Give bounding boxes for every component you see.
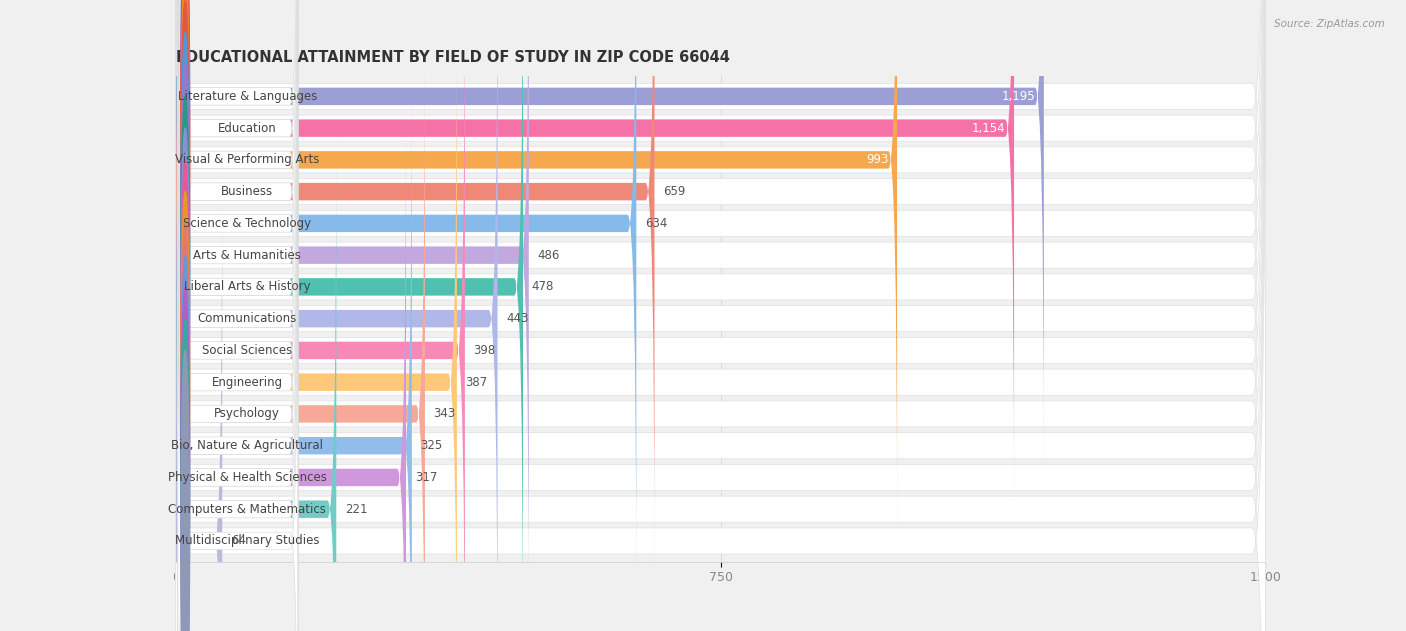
Text: Social Sciences: Social Sciences xyxy=(202,344,292,357)
FancyBboxPatch shape xyxy=(179,0,298,469)
Text: 317: 317 xyxy=(415,471,437,484)
FancyBboxPatch shape xyxy=(176,0,637,596)
Text: Education: Education xyxy=(218,122,277,134)
FancyBboxPatch shape xyxy=(176,0,897,532)
Circle shape xyxy=(181,160,190,541)
FancyBboxPatch shape xyxy=(176,168,222,631)
FancyBboxPatch shape xyxy=(176,0,1265,631)
Text: EDUCATIONAL ATTAINMENT BY FIELD OF STUDY IN ZIP CODE 66044: EDUCATIONAL ATTAINMENT BY FIELD OF STUDY… xyxy=(176,50,730,65)
FancyBboxPatch shape xyxy=(176,0,465,631)
FancyBboxPatch shape xyxy=(179,42,298,631)
FancyBboxPatch shape xyxy=(176,0,1265,631)
FancyBboxPatch shape xyxy=(176,0,1265,631)
Text: Liberal Arts & History: Liberal Arts & History xyxy=(184,280,311,293)
Circle shape xyxy=(181,0,190,319)
FancyBboxPatch shape xyxy=(176,0,1265,631)
FancyBboxPatch shape xyxy=(179,168,298,631)
FancyBboxPatch shape xyxy=(179,0,298,532)
Text: Computers & Mathematics: Computers & Mathematics xyxy=(169,503,326,516)
FancyBboxPatch shape xyxy=(179,0,298,631)
Text: 659: 659 xyxy=(664,185,686,198)
Circle shape xyxy=(181,192,190,573)
FancyBboxPatch shape xyxy=(176,10,457,631)
Text: 64: 64 xyxy=(231,534,246,548)
FancyBboxPatch shape xyxy=(179,137,298,631)
Text: Communications: Communications xyxy=(198,312,297,325)
FancyBboxPatch shape xyxy=(176,0,1265,631)
Circle shape xyxy=(181,0,190,350)
Text: 478: 478 xyxy=(531,280,554,293)
Text: 398: 398 xyxy=(474,344,496,357)
Circle shape xyxy=(181,0,190,287)
Circle shape xyxy=(181,319,190,631)
FancyBboxPatch shape xyxy=(176,105,406,631)
FancyBboxPatch shape xyxy=(176,0,1265,631)
FancyBboxPatch shape xyxy=(176,0,1265,631)
FancyBboxPatch shape xyxy=(179,0,298,627)
Circle shape xyxy=(181,1,190,382)
Text: Literature & Languages: Literature & Languages xyxy=(177,90,316,103)
Circle shape xyxy=(181,33,190,414)
FancyBboxPatch shape xyxy=(176,0,529,627)
Text: Arts & Humanities: Arts & Humanities xyxy=(194,249,301,262)
FancyBboxPatch shape xyxy=(176,0,1043,469)
Text: 1,195: 1,195 xyxy=(1001,90,1035,103)
Text: 486: 486 xyxy=(537,249,560,262)
FancyBboxPatch shape xyxy=(176,42,425,631)
Circle shape xyxy=(181,64,190,445)
FancyBboxPatch shape xyxy=(176,0,1265,631)
Text: Science & Technology: Science & Technology xyxy=(183,217,311,230)
Text: 325: 325 xyxy=(420,439,443,452)
Text: 993: 993 xyxy=(866,153,889,167)
FancyBboxPatch shape xyxy=(179,105,298,631)
Text: Business: Business xyxy=(221,185,273,198)
Circle shape xyxy=(181,223,190,604)
Text: 343: 343 xyxy=(433,408,456,420)
Circle shape xyxy=(181,128,190,509)
FancyBboxPatch shape xyxy=(176,0,1265,631)
Text: Visual & Performing Arts: Visual & Performing Arts xyxy=(176,153,319,167)
FancyBboxPatch shape xyxy=(179,0,298,500)
Text: Multidisciplinary Studies: Multidisciplinary Studies xyxy=(176,534,319,548)
FancyBboxPatch shape xyxy=(179,0,298,437)
FancyBboxPatch shape xyxy=(176,137,336,631)
Text: 443: 443 xyxy=(506,312,529,325)
FancyBboxPatch shape xyxy=(179,0,298,596)
Text: 634: 634 xyxy=(645,217,668,230)
Text: Psychology: Psychology xyxy=(214,408,280,420)
FancyBboxPatch shape xyxy=(176,0,1265,631)
Circle shape xyxy=(181,287,190,631)
Circle shape xyxy=(181,255,190,631)
Text: 387: 387 xyxy=(465,375,488,389)
Text: 1,154: 1,154 xyxy=(972,122,1005,134)
Circle shape xyxy=(181,97,190,478)
Text: Engineering: Engineering xyxy=(212,375,283,389)
Circle shape xyxy=(181,350,190,631)
FancyBboxPatch shape xyxy=(176,0,1265,631)
FancyBboxPatch shape xyxy=(176,0,523,631)
FancyBboxPatch shape xyxy=(176,0,654,564)
Text: Source: ZipAtlas.com: Source: ZipAtlas.com xyxy=(1274,19,1385,29)
FancyBboxPatch shape xyxy=(176,73,412,631)
Text: 221: 221 xyxy=(344,503,367,516)
FancyBboxPatch shape xyxy=(176,0,1014,500)
Text: Bio, Nature & Agricultural: Bio, Nature & Agricultural xyxy=(172,439,323,452)
FancyBboxPatch shape xyxy=(179,73,298,631)
FancyBboxPatch shape xyxy=(179,201,298,631)
FancyBboxPatch shape xyxy=(176,0,1265,631)
FancyBboxPatch shape xyxy=(176,0,1265,631)
FancyBboxPatch shape xyxy=(176,0,1265,631)
Text: Physical & Health Sciences: Physical & Health Sciences xyxy=(167,471,326,484)
FancyBboxPatch shape xyxy=(176,0,498,631)
FancyBboxPatch shape xyxy=(176,0,1265,631)
FancyBboxPatch shape xyxy=(179,0,298,564)
FancyBboxPatch shape xyxy=(179,10,298,631)
